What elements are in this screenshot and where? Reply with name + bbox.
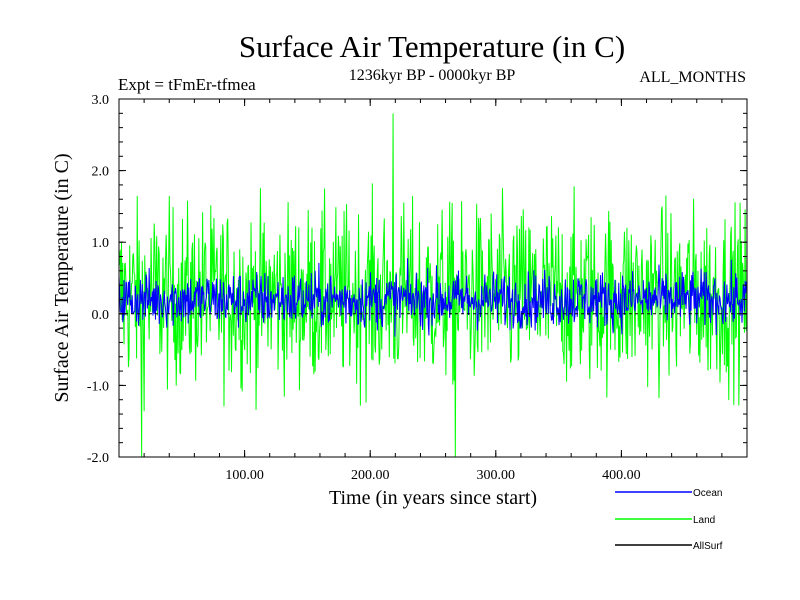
- y-tick-label: -2.0: [87, 451, 109, 466]
- legend-label-land: Land: [693, 515, 715, 526]
- y-axis-label: Surface Air Temperature (in C): [51, 153, 73, 402]
- time-range-label: 1236kyr BP - 0000kyr BP: [349, 67, 516, 84]
- x-tick-label: 200.00: [351, 468, 390, 483]
- chart-title: Surface Air Temperature (in C): [239, 29, 625, 64]
- y-tick-label: -1.0: [87, 379, 109, 394]
- months-label: ALL_MONTHS: [639, 69, 746, 86]
- plot-frame: [118, 98, 748, 458]
- series-layer: [118, 113, 748, 458]
- legend-label-allsurf: AllSurf: [693, 541, 723, 552]
- legend: Ocean Land AllSurf: [615, 488, 723, 552]
- series-line-ocean: [118, 258, 748, 337]
- x-tick-label: 300.00: [477, 468, 516, 483]
- series-line-land: [118, 113, 748, 458]
- x-tick-label: 400.00: [602, 468, 641, 483]
- y-tick-label: 0.0: [92, 308, 110, 323]
- y-tick-label: 3.0: [92, 93, 110, 108]
- experiment-label: Expt = tFmEr-tfmea: [118, 75, 256, 94]
- x-tick-label: 100.00: [225, 468, 264, 483]
- x-axis-label: Time (in years since start): [329, 487, 537, 509]
- legend-label-ocean: Ocean: [693, 488, 722, 499]
- y-tick-label: 2.0: [92, 165, 110, 180]
- tick-layer: 3.0 2.0 1.0 0.0 -1.0 -2.0 100.00 200.00 300.00 40…: [87, 93, 747, 483]
- y-tick-label: 1.0: [92, 236, 110, 251]
